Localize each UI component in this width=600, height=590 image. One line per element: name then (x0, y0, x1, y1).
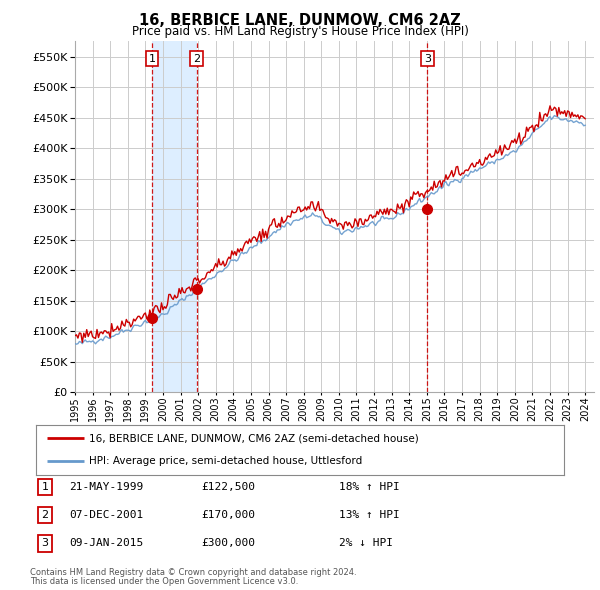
Text: HPI: Average price, semi-detached house, Uttlesford: HPI: Average price, semi-detached house,… (89, 457, 362, 467)
Text: 2: 2 (193, 54, 200, 64)
Text: 18% ↑ HPI: 18% ↑ HPI (339, 482, 400, 491)
Text: 16, BERBICE LANE, DUNMOW, CM6 2AZ: 16, BERBICE LANE, DUNMOW, CM6 2AZ (139, 13, 461, 28)
Text: 1: 1 (41, 482, 49, 491)
Text: Price paid vs. HM Land Registry's House Price Index (HPI): Price paid vs. HM Land Registry's House … (131, 25, 469, 38)
Text: 2: 2 (41, 510, 49, 520)
Text: 1: 1 (149, 54, 155, 64)
Text: £170,000: £170,000 (201, 510, 255, 520)
Text: 07-DEC-2001: 07-DEC-2001 (69, 510, 143, 520)
Text: 3: 3 (424, 54, 431, 64)
Text: Contains HM Land Registry data © Crown copyright and database right 2024.: Contains HM Land Registry data © Crown c… (30, 568, 356, 577)
Text: 21-MAY-1999: 21-MAY-1999 (69, 482, 143, 491)
Bar (152, 41, 197, 392)
Text: £300,000: £300,000 (201, 539, 255, 548)
Text: 16, BERBICE LANE, DUNMOW, CM6 2AZ (semi-detached house): 16, BERBICE LANE, DUNMOW, CM6 2AZ (semi-… (89, 433, 419, 443)
Text: £122,500: £122,500 (201, 482, 255, 491)
Text: 3: 3 (41, 539, 49, 548)
Text: This data is licensed under the Open Government Licence v3.0.: This data is licensed under the Open Gov… (30, 578, 298, 586)
Text: 2% ↓ HPI: 2% ↓ HPI (339, 539, 393, 548)
Text: 13% ↑ HPI: 13% ↑ HPI (339, 510, 400, 520)
Text: 09-JAN-2015: 09-JAN-2015 (69, 539, 143, 548)
